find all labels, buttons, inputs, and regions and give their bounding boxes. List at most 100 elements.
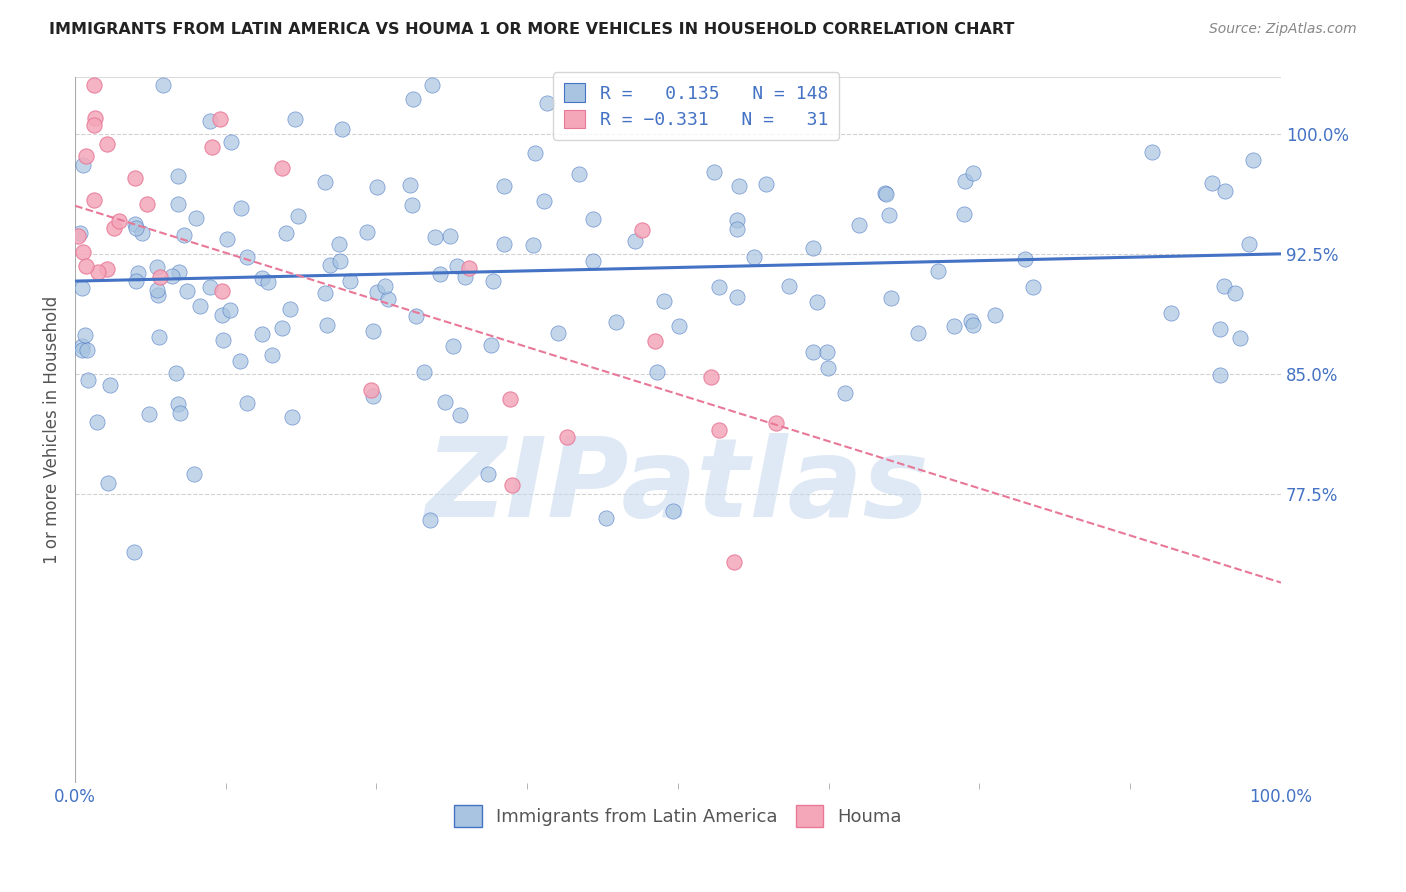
Point — [709, 280, 731, 294]
Point — [907, 326, 929, 340]
Point — [1160, 306, 1182, 320]
Point — [319, 258, 342, 272]
Point — [97, 476, 120, 491]
Point — [256, 275, 278, 289]
Point — [201, 140, 224, 154]
Point — [522, 237, 544, 252]
Point — [231, 201, 253, 215]
Point — [952, 207, 974, 221]
Point — [742, 250, 765, 264]
Point — [595, 511, 617, 525]
Point — [75, 260, 97, 274]
Point — [581, 253, 603, 268]
Point — [962, 166, 984, 180]
Point — [1208, 368, 1230, 382]
Point — [454, 269, 477, 284]
Point — [167, 396, 190, 410]
Point — [806, 295, 828, 310]
Point — [330, 121, 353, 136]
Point — [1201, 176, 1223, 190]
Point — [217, 232, 239, 246]
Point — [271, 161, 294, 175]
Point — [449, 408, 471, 422]
Point — [727, 178, 749, 193]
Point — [984, 308, 1007, 322]
Point — [582, 212, 605, 227]
Point — [72, 244, 94, 259]
Point — [314, 175, 336, 189]
Point — [127, 266, 149, 280]
Point — [314, 286, 336, 301]
Text: ZIPatlas: ZIPatlas — [426, 434, 929, 541]
Point — [875, 186, 897, 201]
Point — [413, 365, 436, 379]
Point — [250, 326, 273, 341]
Point — [1241, 153, 1264, 167]
Point — [877, 208, 900, 222]
Point — [533, 194, 555, 209]
Point — [725, 213, 748, 227]
Point — [366, 179, 388, 194]
Point — [624, 234, 647, 248]
Point — [73, 328, 96, 343]
Point — [1213, 184, 1236, 198]
Point — [755, 177, 778, 191]
Point — [125, 221, 148, 235]
Point — [165, 366, 187, 380]
Point — [339, 274, 361, 288]
Point — [801, 344, 824, 359]
Point — [446, 259, 468, 273]
Point — [419, 512, 441, 526]
Point — [103, 220, 125, 235]
Point — [229, 354, 252, 368]
Point — [75, 149, 97, 163]
Point — [360, 383, 382, 397]
Point — [494, 178, 516, 193]
Point — [848, 218, 870, 232]
Point — [236, 396, 259, 410]
Point — [725, 290, 748, 304]
Point — [962, 318, 984, 332]
Point — [709, 423, 731, 437]
Point — [184, 211, 207, 226]
Point — [366, 285, 388, 299]
Point — [152, 78, 174, 93]
Point — [405, 310, 427, 324]
Point — [439, 228, 461, 243]
Point — [568, 168, 591, 182]
Point — [875, 186, 897, 201]
Point — [169, 406, 191, 420]
Point — [668, 319, 690, 334]
Point — [131, 227, 153, 241]
Point — [479, 338, 502, 352]
Point — [765, 416, 787, 430]
Point — [146, 260, 169, 274]
Point — [477, 467, 499, 481]
Point — [1237, 237, 1260, 252]
Point — [198, 280, 221, 294]
Point — [401, 198, 423, 212]
Point — [72, 343, 94, 358]
Point — [173, 228, 195, 243]
Point — [723, 555, 745, 569]
Point — [1014, 252, 1036, 267]
Point — [927, 264, 949, 278]
Point — [72, 339, 94, 353]
Point — [815, 344, 838, 359]
Point — [817, 361, 839, 376]
Point — [138, 408, 160, 422]
Point — [1213, 278, 1236, 293]
Point — [631, 223, 654, 237]
Point — [176, 284, 198, 298]
Point — [703, 165, 725, 179]
Point — [167, 265, 190, 279]
Point — [361, 324, 384, 338]
Point — [167, 169, 190, 183]
Point — [953, 174, 976, 188]
Point — [70, 281, 93, 295]
Point — [98, 378, 121, 392]
Point — [76, 343, 98, 358]
Point — [250, 271, 273, 285]
Point — [96, 262, 118, 277]
Point — [188, 298, 211, 312]
